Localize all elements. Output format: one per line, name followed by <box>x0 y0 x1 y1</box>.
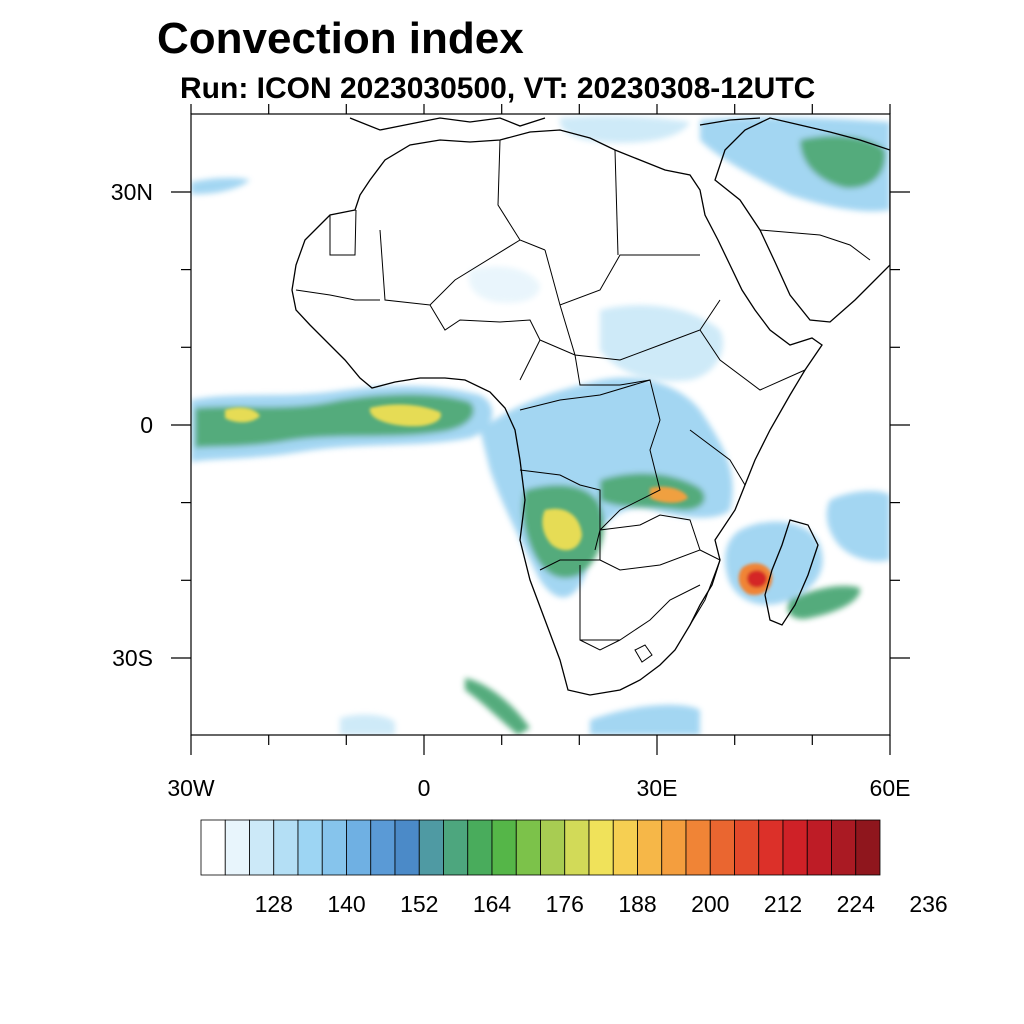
field-south-misc <box>340 714 395 735</box>
colorbar-swatch <box>685 819 711 876</box>
lon-label-30w: 30W <box>167 775 215 801</box>
colorbar-label: 164 <box>473 891 512 917</box>
colorbar-swatch <box>540 819 566 876</box>
colorbar-swatch <box>200 819 226 876</box>
colorbar-label: 176 <box>546 891 584 917</box>
axis-ticks <box>171 104 910 755</box>
colorbar-swatch <box>346 819 372 876</box>
colorbar-label: 212 <box>764 891 802 917</box>
colorbar-swatch <box>467 819 493 876</box>
field-ne-atlantic <box>191 177 250 195</box>
colorbar-label: 200 <box>691 891 729 917</box>
colorbar-swatch <box>443 819 469 876</box>
colorbar-swatch <box>709 819 735 876</box>
colorbar-swatch <box>588 819 614 876</box>
colorbar-swatch <box>249 819 275 876</box>
border-algeria-libya <box>497 139 546 251</box>
border-namibia-botswana <box>579 565 701 641</box>
colorbar-swatch <box>806 819 832 876</box>
colorbar-swatch <box>637 819 663 876</box>
colorbar-swatch <box>321 819 347 876</box>
convection-field <box>191 115 890 735</box>
field-indian-ocean <box>826 490 890 562</box>
field-med <box>559 115 690 143</box>
border-ethiopia <box>699 329 806 391</box>
arabia-coastline <box>714 117 890 323</box>
colorbar-label: 224 <box>837 891 876 917</box>
map-title: Convection index <box>157 14 524 63</box>
lon-label-0: 0 <box>418 775 431 801</box>
europe-coastline <box>349 117 546 131</box>
map-subtitle: Run: ICON 2023030500, VT: 20230308-12UTC <box>180 72 816 105</box>
colorbar-labels: 128 140 152 164 176 188 200 212 224 236 <box>255 891 948 917</box>
lat-label-0: 0 <box>140 412 153 438</box>
turkey-coastline <box>699 117 761 126</box>
country-borders <box>295 139 871 663</box>
colorbar-swatch <box>855 819 881 876</box>
colorbar-label: 128 <box>255 891 293 917</box>
colorbar-swatch <box>515 819 541 876</box>
colorbar-label: 140 <box>327 891 365 917</box>
field-hot-angola <box>542 508 582 551</box>
border-mozambique <box>689 549 721 626</box>
colorbar-swatch <box>661 819 687 876</box>
field-cyclone-core <box>746 570 767 588</box>
colorbar-swatch <box>564 819 590 876</box>
colorbar-swatch <box>831 819 857 876</box>
border-drc <box>519 379 661 551</box>
border-nigeria <box>429 304 541 381</box>
colorbar-swatch <box>758 819 784 876</box>
border-south-africa <box>579 639 621 651</box>
colorbar-label: 236 <box>909 891 947 917</box>
colorbar-swatch <box>297 819 323 876</box>
colorbar-swatch <box>612 819 638 876</box>
border-west-africa <box>295 289 380 301</box>
border-tanzania-kenya <box>689 429 746 486</box>
colorbar <box>200 819 881 876</box>
colorbar-swatch <box>491 819 517 876</box>
border-angola <box>519 469 601 571</box>
field-south-indian <box>590 704 700 735</box>
lat-label-30n: 30N <box>111 179 153 205</box>
colorbar-swatch <box>782 819 808 876</box>
field-hot-west-atlantic <box>225 407 260 423</box>
colorbar-swatch <box>370 819 396 876</box>
field-mideast-core <box>800 135 886 189</box>
lesotho-border <box>634 644 653 663</box>
colorbar-swatch <box>394 819 420 876</box>
field-ethiopia <box>600 305 724 382</box>
border-egypt-libya <box>614 149 619 256</box>
colorbar-label: 152 <box>400 891 438 917</box>
colorbar-swatch <box>224 819 250 876</box>
border-saudi <box>759 229 871 261</box>
border-sudan-ssudan <box>559 299 721 361</box>
madagascar-coastline <box>764 519 819 626</box>
colorbar-label: 188 <box>618 891 656 917</box>
field-madagascar <box>725 521 823 605</box>
field-hot-atlantic <box>369 404 441 427</box>
border-chad-sudan <box>544 249 700 306</box>
field-cyclone-arm <box>787 585 861 620</box>
colorbar-swatch <box>734 819 760 876</box>
colorbar-swatch <box>273 819 299 876</box>
field-sahel <box>468 266 540 303</box>
border-zambia <box>599 514 701 571</box>
field-south-atlantic <box>465 678 530 735</box>
lon-label-30e: 30E <box>637 775 678 801</box>
colorbar-swatch <box>418 819 444 876</box>
lon-label-60e: 60E <box>870 775 911 801</box>
lat-label-30s: 30S <box>112 645 153 671</box>
border-mauritania <box>329 209 357 256</box>
border-car <box>539 339 651 386</box>
